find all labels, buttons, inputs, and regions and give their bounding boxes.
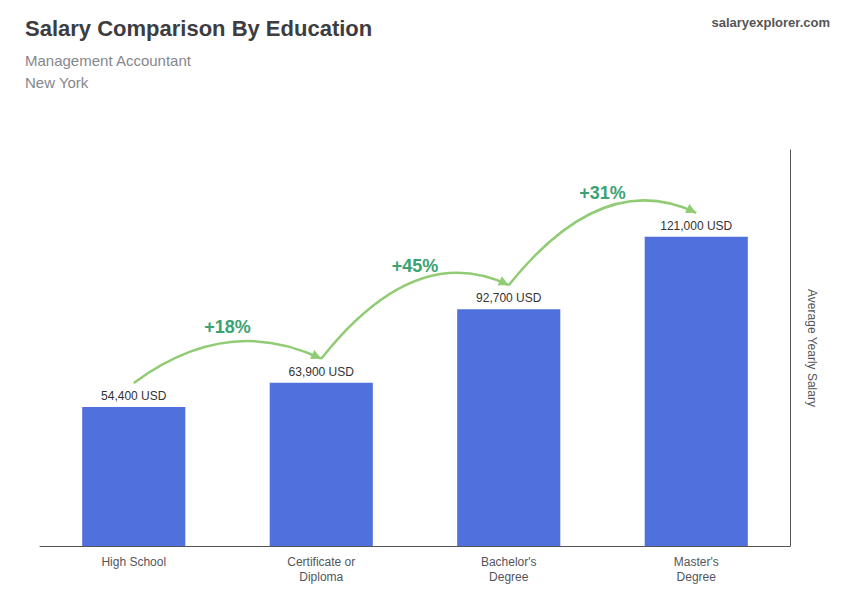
svg-text:salaryexplorer.com: salaryexplorer.com — [711, 15, 830, 30]
svg-text:Master's: Master's — [674, 555, 719, 569]
svg-text:+31%: +31% — [579, 183, 626, 203]
svg-text:Diploma: Diploma — [299, 570, 343, 584]
svg-text:Average Yearly Salary: Average Yearly Salary — [805, 289, 819, 407]
svg-text:Salary Comparison By Education: Salary Comparison By Education — [25, 16, 372, 41]
svg-text:54,400 USD: 54,400 USD — [101, 389, 167, 403]
svg-text:+18%: +18% — [204, 317, 251, 337]
svg-text:Management Accountant: Management Accountant — [25, 52, 192, 69]
svg-text:Degree: Degree — [489, 570, 529, 584]
svg-text:Certificate or: Certificate or — [287, 555, 355, 569]
svg-text:High School: High School — [101, 555, 166, 569]
svg-text:121,000 USD: 121,000 USD — [660, 219, 732, 233]
svg-text:63,900 USD: 63,900 USD — [289, 365, 355, 379]
svg-text:Bachelor's: Bachelor's — [481, 555, 537, 569]
svg-text:92,700 USD: 92,700 USD — [476, 291, 542, 305]
svg-text:+45%: +45% — [392, 256, 439, 276]
svg-text:Degree: Degree — [677, 570, 717, 584]
svg-text:New York: New York — [25, 74, 89, 91]
